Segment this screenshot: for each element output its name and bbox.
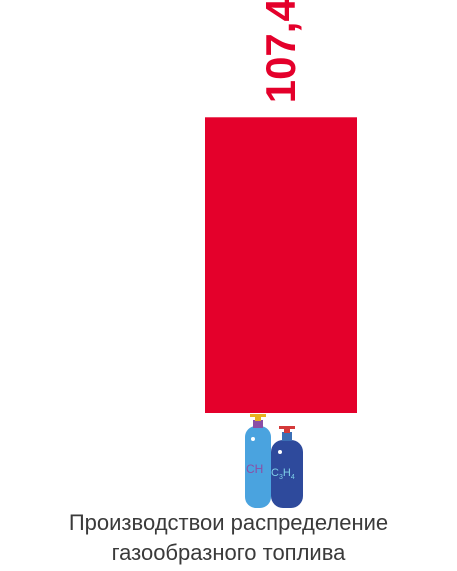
- icon-formula-left: CH: [246, 462, 263, 476]
- bar: [205, 117, 357, 414]
- svg-text:C3H4: C3H4: [271, 467, 295, 481]
- left-cylinder: [245, 426, 271, 508]
- category-label: Производствои распределение газообразног…: [0, 508, 457, 568]
- bar-value-label: 107,4: [257, 0, 304, 103]
- right-cylinder-valve: [282, 432, 292, 441]
- gas-cylinders-icon: CH C3H4: [245, 414, 303, 508]
- icon-formula-right-c: C: [271, 467, 279, 479]
- left-cylinder-valve: [253, 420, 263, 428]
- bars-layer: [205, 117, 357, 414]
- category-label-line-2: газообразного топлива: [111, 540, 346, 565]
- category-label-line-1: Производствои распределение: [68, 510, 389, 535]
- value-labels-layer: 107,4: [257, 0, 304, 103]
- right-cylinder-tap: [284, 426, 290, 433]
- left-cylinder-tap: [255, 414, 261, 421]
- right-cylinder: [271, 440, 303, 508]
